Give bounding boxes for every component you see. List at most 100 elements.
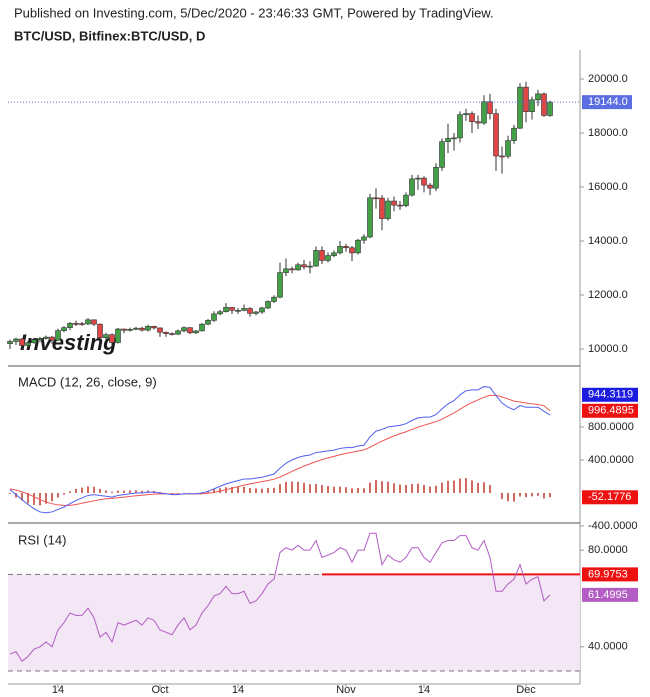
candle-body <box>109 334 115 343</box>
candle-body <box>265 301 271 309</box>
candle-body <box>67 323 73 328</box>
histogram-bar <box>81 487 83 493</box>
histogram-bar <box>417 483 419 493</box>
histogram-bar <box>363 488 365 493</box>
candle-body <box>37 338 43 341</box>
candle-body <box>121 328 127 331</box>
candle-body <box>253 311 259 314</box>
candle-body <box>445 138 451 142</box>
histogram-bar <box>273 487 275 493</box>
candle-body <box>211 313 217 321</box>
histogram-bar <box>321 485 323 493</box>
candle-body <box>313 250 319 267</box>
candle-body <box>367 197 373 238</box>
histogram-bar <box>525 492 527 498</box>
candle-body <box>391 200 397 206</box>
candle-body <box>403 194 409 206</box>
value-box-label: 19144.0 <box>588 96 628 108</box>
histogram-bar <box>483 482 485 493</box>
histogram-bar <box>117 490 119 493</box>
candle-body <box>361 236 367 241</box>
histogram-bar <box>57 492 59 498</box>
x-tick-label: 14 <box>232 684 244 696</box>
candle-body <box>451 137 457 140</box>
candle-body <box>43 336 49 339</box>
histogram-bar <box>429 486 431 493</box>
histogram-bar <box>501 492 503 500</box>
value-box <box>582 387 638 402</box>
histogram-bar <box>105 490 107 493</box>
histogram-bar <box>513 492 515 502</box>
chart-title: BTC/USD, Bitfinex:BTC/USD, D <box>14 28 205 43</box>
y-tick-label: 800.0000 <box>588 421 634 433</box>
y-tick-label: 80.0000 <box>588 544 628 556</box>
candle-body <box>463 113 469 115</box>
histogram-bar <box>357 487 359 493</box>
candle-body <box>145 326 151 331</box>
candle-body <box>319 250 325 261</box>
candle-body <box>19 338 25 346</box>
value-box <box>582 490 638 505</box>
x-tick-label: 14 <box>418 684 430 696</box>
histogram-bar <box>537 492 539 496</box>
candle-body <box>181 327 187 332</box>
candle-body <box>61 327 67 331</box>
value-box <box>582 95 632 110</box>
candle-body <box>13 338 19 342</box>
histogram-bar <box>339 486 341 493</box>
candle-body <box>301 264 307 268</box>
candle-body <box>355 239 361 254</box>
candle-body <box>205 320 211 325</box>
y-tick-label: 400.0000 <box>588 454 634 466</box>
candle-body <box>529 99 535 112</box>
histogram-bar <box>45 492 47 504</box>
histogram-bar <box>369 482 371 493</box>
histogram-bar <box>9 492 11 494</box>
histogram-bar <box>423 484 425 493</box>
histogram-bar <box>297 481 299 493</box>
histogram-bar <box>93 486 95 493</box>
candle-body <box>91 319 97 325</box>
candle-body <box>241 308 247 311</box>
histogram-bar <box>237 486 239 493</box>
histogram-bar <box>219 488 221 493</box>
candle-body <box>169 333 175 335</box>
value-box <box>582 403 638 418</box>
value-box <box>582 567 638 582</box>
histogram-bar <box>249 488 251 493</box>
candle-body <box>547 101 553 116</box>
candle-body <box>133 327 139 330</box>
candle-body <box>379 197 385 219</box>
candle-body <box>475 121 481 124</box>
histogram-bar <box>351 488 353 493</box>
value-box <box>582 587 638 602</box>
published-note: Published on Investing.com, 5/Dec/2020 -… <box>14 5 494 20</box>
histogram-bar <box>411 483 413 493</box>
candle-body <box>487 101 493 114</box>
histogram-bar <box>381 481 383 493</box>
candle-body <box>55 330 61 341</box>
histogram-bar <box>549 492 551 498</box>
y-tick-label: 18000.0 <box>588 127 628 139</box>
candle-body <box>427 184 433 189</box>
candle-body <box>373 197 379 200</box>
candle-body <box>295 264 301 271</box>
histogram-bar <box>261 488 263 493</box>
histogram-bar <box>87 486 89 493</box>
histogram-bar <box>213 489 215 493</box>
histogram-bar <box>21 492 23 501</box>
candle-body <box>307 265 313 268</box>
histogram-bar <box>387 481 389 493</box>
candle-body <box>271 296 277 302</box>
y-tick-label: 20000.0 <box>588 73 628 85</box>
histogram-bar <box>141 490 143 493</box>
candle-body <box>499 155 505 158</box>
histogram-bar <box>435 485 437 493</box>
histogram-bar <box>441 482 443 493</box>
histogram-bar <box>51 492 53 502</box>
histogram-bar <box>303 482 305 493</box>
candle-body <box>127 328 133 331</box>
candle-body <box>457 114 463 139</box>
candle-body <box>157 327 163 333</box>
